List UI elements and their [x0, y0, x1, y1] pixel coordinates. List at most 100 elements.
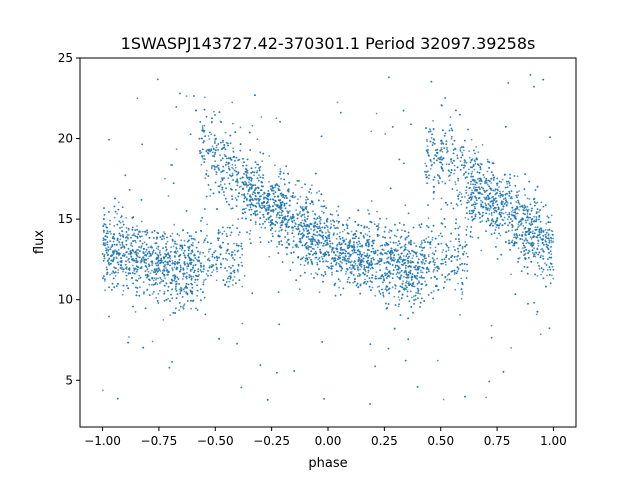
- data-point: [338, 286, 340, 289]
- data-point: [215, 279, 218, 282]
- data-point: [297, 198, 299, 201]
- data-point: [156, 78, 159, 81]
- data-point: [244, 180, 247, 183]
- data-point: [308, 256, 311, 259]
- data-point: [487, 219, 490, 222]
- data-point: [448, 258, 450, 260]
- data-point: [119, 238, 122, 241]
- data-point: [442, 398, 445, 401]
- data-point: [318, 291, 321, 294]
- data-point: [294, 195, 297, 198]
- data-point: [246, 192, 249, 195]
- data-point: [155, 277, 158, 280]
- data-point: [145, 262, 148, 265]
- data-point: [317, 246, 319, 249]
- data-point: [329, 242, 332, 245]
- data-point: [185, 277, 188, 280]
- data-point: [183, 290, 186, 293]
- data-point: [522, 247, 524, 250]
- data-point: [211, 145, 214, 148]
- data-point: [132, 234, 135, 237]
- data-point: [419, 301, 422, 304]
- data-point: [127, 257, 130, 260]
- data-point: [292, 229, 294, 232]
- data-point: [440, 197, 443, 200]
- data-point: [390, 253, 392, 256]
- data-point: [389, 241, 392, 244]
- data-point: [322, 244, 325, 247]
- data-point: [207, 135, 210, 137]
- data-point: [372, 250, 375, 253]
- data-point: [144, 251, 147, 253]
- data-point: [184, 263, 186, 266]
- data-point: [419, 292, 421, 295]
- data-point: [251, 124, 254, 127]
- data-point: [362, 260, 365, 263]
- data-point: [208, 248, 210, 251]
- data-point: [208, 138, 211, 140]
- data-point: [378, 234, 380, 237]
- data-point: [421, 297, 423, 300]
- data-point: [131, 245, 134, 248]
- data-point: [253, 174, 256, 177]
- data-point: [463, 161, 466, 164]
- data-point: [494, 222, 497, 225]
- data-point: [302, 206, 304, 208]
- data-point: [113, 243, 116, 246]
- data-point: [325, 231, 327, 234]
- data-point: [310, 192, 313, 194]
- data-point: [389, 236, 392, 239]
- data-point: [551, 241, 553, 244]
- data-point: [526, 197, 529, 200]
- data-point: [499, 192, 502, 195]
- data-point: [178, 309, 181, 312]
- data-point: [182, 306, 184, 308]
- data-point: [467, 199, 469, 202]
- data-point: [405, 276, 407, 279]
- data-point: [412, 254, 415, 257]
- data-point: [316, 234, 319, 237]
- data-point: [134, 311, 137, 313]
- data-point: [231, 224, 234, 227]
- data-point: [270, 188, 272, 191]
- data-point: [148, 255, 151, 258]
- data-point: [464, 241, 467, 243]
- data-point: [169, 257, 172, 260]
- data-point: [422, 261, 424, 263]
- data-point: [370, 200, 373, 202]
- data-point: [393, 254, 396, 257]
- data-point: [324, 235, 327, 238]
- data-point: [293, 235, 295, 238]
- data-point: [372, 256, 374, 259]
- data-point: [494, 189, 496, 192]
- data-point: [399, 271, 401, 274]
- data-point: [492, 174, 495, 177]
- data-point: [136, 287, 139, 289]
- data-point: [335, 210, 338, 212]
- data-point: [121, 268, 124, 271]
- data-point: [185, 95, 188, 97]
- data-point: [511, 210, 513, 213]
- data-point: [246, 186, 248, 188]
- data-point: [220, 121, 223, 123]
- data-point: [489, 208, 491, 210]
- data-point: [112, 258, 115, 261]
- data-point: [408, 250, 410, 253]
- data-point: [182, 267, 185, 270]
- data-point: [313, 277, 315, 279]
- data-point: [490, 324, 493, 327]
- data-point: [234, 197, 237, 199]
- data-point: [210, 133, 213, 136]
- data-point: [398, 299, 401, 301]
- data-point: [549, 221, 552, 224]
- data-point: [157, 263, 160, 266]
- data-point: [295, 279, 298, 282]
- data-point: [191, 268, 194, 271]
- data-point: [136, 225, 139, 227]
- data-point: [436, 270, 439, 272]
- data-point: [140, 267, 143, 270]
- data-point: [113, 266, 115, 269]
- data-point: [420, 244, 422, 246]
- data-point: [171, 232, 174, 235]
- data-point: [278, 243, 281, 246]
